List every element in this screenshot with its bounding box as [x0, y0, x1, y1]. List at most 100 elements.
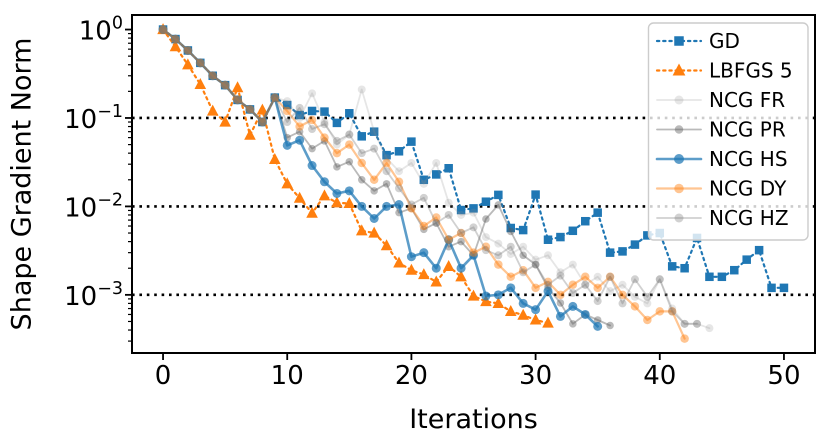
series-ncg-dy — [158, 25, 689, 343]
circle-marker — [170, 34, 180, 44]
triangle-marker — [231, 81, 244, 93]
circle-marker — [593, 297, 602, 306]
circle-marker — [308, 125, 317, 134]
square-marker — [754, 245, 764, 255]
square-marker — [382, 150, 391, 160]
circle-marker — [518, 265, 528, 275]
circle-marker — [394, 200, 404, 210]
circle-marker — [531, 260, 540, 269]
circle-marker — [258, 117, 267, 127]
triangle-marker — [244, 128, 256, 140]
square-marker — [605, 248, 615, 257]
triangle-marker — [331, 196, 343, 208]
circle-marker — [233, 95, 242, 104]
triangle-marker — [517, 308, 529, 320]
circle-marker — [332, 140, 341, 149]
circle-marker — [407, 200, 416, 209]
triangle-marker — [281, 177, 294, 189]
circle-marker — [469, 250, 478, 260]
circle-marker — [308, 89, 317, 98]
circle-marker — [295, 127, 304, 136]
circle-marker — [544, 280, 553, 289]
circle-marker — [208, 71, 218, 81]
circle-marker — [270, 93, 280, 103]
circle-marker — [643, 315, 652, 325]
circle-marker — [494, 201, 503, 209]
triangle-marker — [380, 239, 393, 251]
circle-marker — [345, 157, 354, 166]
circle-marker — [308, 144, 316, 153]
circle-marker — [606, 287, 615, 296]
circle-marker — [556, 268, 565, 277]
circle-marker — [482, 215, 490, 223]
circle-marker — [282, 140, 292, 150]
circle-marker — [431, 213, 441, 222]
circle-marker — [196, 58, 205, 68]
circle-marker — [382, 158, 391, 168]
square-marker — [407, 137, 416, 146]
x-tick-label: 0 — [155, 361, 172, 391]
square-marker — [767, 283, 776, 293]
circle-marker — [606, 272, 615, 281]
square-marker — [431, 170, 441, 179]
circle-marker — [531, 260, 540, 269]
triangle-marker — [418, 268, 430, 280]
circle-marker — [481, 242, 491, 251]
circle-marker — [370, 144, 379, 153]
circle-marker — [332, 148, 342, 158]
square-marker — [593, 208, 602, 217]
circle-marker — [158, 25, 168, 35]
circle-marker — [432, 218, 441, 227]
circle-marker — [506, 249, 515, 258]
triangle-marker — [219, 115, 231, 127]
circle-marker — [668, 304, 677, 313]
circle-marker — [568, 288, 577, 297]
circle-marker — [394, 177, 404, 187]
circle-marker — [419, 193, 428, 202]
square-marker — [456, 205, 466, 215]
circle-marker — [183, 46, 193, 55]
y-axis: 100 10−1 10−2 10−3 — [64, 14, 132, 342]
triangle-marker — [467, 289, 480, 301]
circle-marker — [581, 280, 590, 289]
y-tick-label: 100 — [79, 14, 123, 47]
square-marker — [717, 272, 727, 282]
triangle-marker — [182, 58, 194, 70]
circle-marker — [444, 198, 453, 207]
circle-marker — [382, 167, 391, 176]
circle-marker — [407, 204, 416, 213]
circle-marker — [506, 272, 516, 282]
triangle-marker — [480, 295, 492, 307]
square-marker — [730, 265, 739, 275]
square-marker — [674, 36, 684, 46]
legend-entry-ncg-dy: NCG DY — [655, 177, 787, 201]
square-marker — [667, 262, 677, 271]
circle-marker — [674, 154, 684, 164]
square-marker — [618, 247, 627, 256]
circle-marker — [519, 242, 528, 251]
circle-marker — [556, 290, 565, 300]
triangle-marker — [442, 259, 455, 271]
legend-entry-ncg-hz: NCG HZ — [656, 206, 789, 230]
series-line — [161, 28, 550, 325]
circle-marker — [270, 93, 280, 102]
triangle-marker — [293, 191, 306, 203]
circle-marker — [569, 320, 577, 328]
circle-marker — [593, 316, 602, 324]
circle-marker — [655, 307, 665, 316]
square-marker — [543, 235, 553, 244]
circle-marker — [618, 280, 627, 289]
square-marker — [345, 109, 354, 118]
square-marker — [643, 231, 652, 240]
circle-marker — [370, 187, 378, 195]
square-marker — [705, 272, 714, 282]
legend-label: NCG FR — [709, 88, 785, 112]
circle-marker — [456, 263, 466, 273]
circle-marker — [357, 85, 366, 94]
square-marker — [531, 190, 540, 199]
circle-marker — [494, 260, 503, 269]
legend-label: NCG PR — [709, 118, 786, 142]
circle-marker — [233, 95, 243, 105]
legend: GD LBFGS 5 NCG FR NCG PR NCG HS NCG DY NCG HZ — [647, 22, 809, 241]
triangle-marker — [672, 63, 686, 76]
